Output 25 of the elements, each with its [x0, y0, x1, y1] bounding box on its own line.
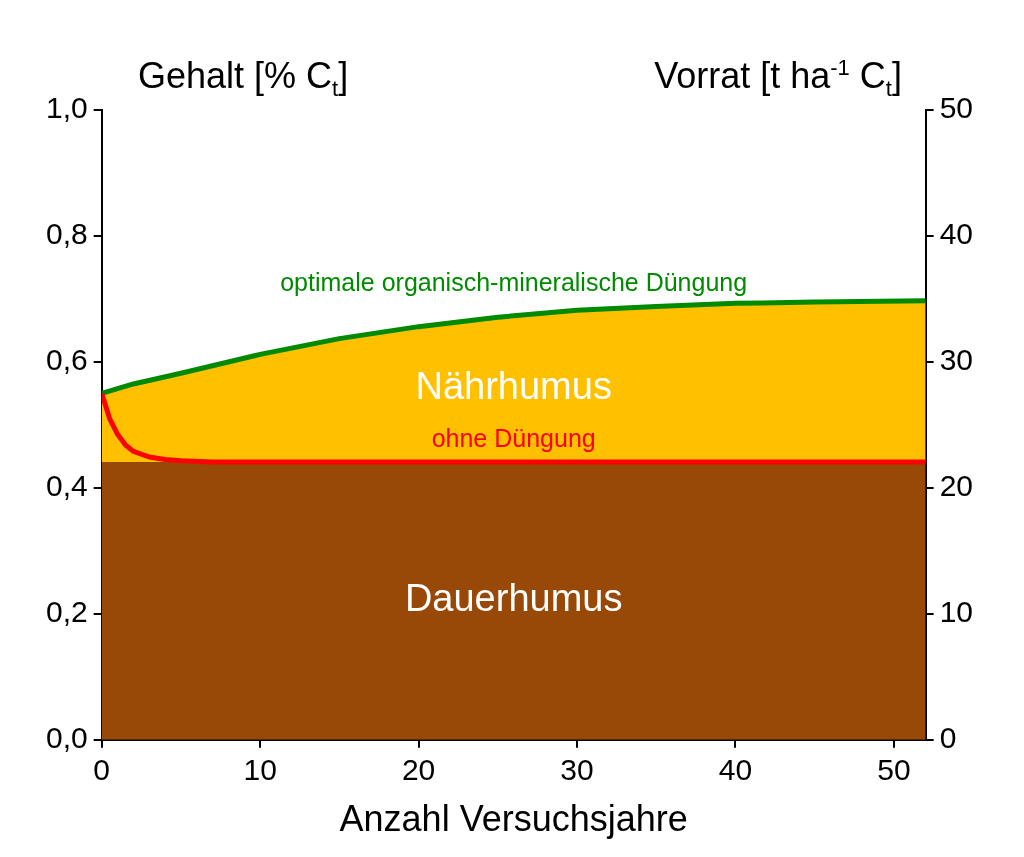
series-label: Dauerhumus: [404, 577, 623, 620]
x-axis-title: Anzahl Versuchsjahre: [339, 798, 688, 840]
x-tick-label: 10: [243, 753, 277, 787]
series-label: ohne Düngung: [431, 423, 596, 452]
y2-tick-label: 40: [939, 217, 974, 251]
y2-axis-title: Vorrat [t ha$^{-1}$ C$_{t}$]: [654, 55, 902, 103]
y-tick-label: 1,0: [45, 91, 88, 125]
y2-tick-label: 0: [939, 721, 957, 755]
x-tick-label: 0: [93, 753, 111, 787]
y-tick-label: 0,4: [45, 469, 88, 503]
y2-tick-label: 30: [939, 343, 974, 377]
x-tick-label: 50: [877, 753, 911, 787]
y2-tick-label: 10: [939, 595, 974, 629]
y-tick-label: 0,2: [45, 595, 88, 629]
y-tick-label: 0,8: [45, 217, 88, 251]
x-tick-label: 30: [560, 753, 594, 787]
x-tick-label: 20: [401, 753, 436, 787]
series-label: Nährhumus: [415, 365, 612, 408]
y-tick-label: 0,0: [45, 721, 88, 755]
x-tick-label: 40: [718, 753, 753, 787]
y2-tick-label: 50: [939, 91, 974, 125]
y2-tick-label: 20: [939, 469, 974, 503]
y-tick-label: 0,6: [45, 343, 88, 377]
y-axis-title: Gehalt [% C$_{t}$]: [138, 55, 349, 103]
series-label: optimale organisch-mineralische Düngung: [280, 267, 748, 296]
